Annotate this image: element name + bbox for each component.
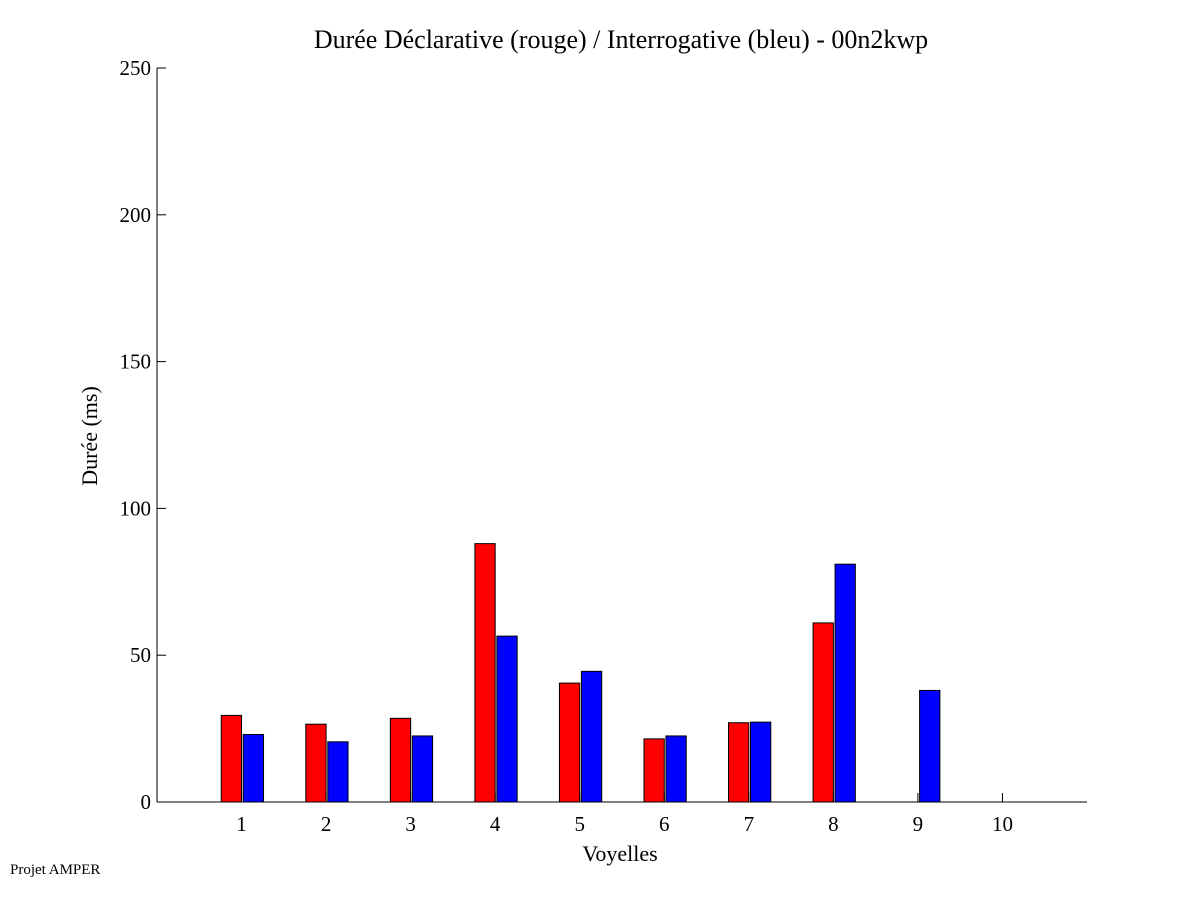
bar-series-1 <box>305 723 327 803</box>
bar-series-2 <box>750 721 772 803</box>
x-tick-label: 8 <box>828 812 839 836</box>
y-tick-label: 0 <box>141 790 152 814</box>
bar-series-1 <box>728 722 750 803</box>
bar-series-1 <box>389 717 412 803</box>
bar-series-1 <box>474 543 496 803</box>
bar-series-2 <box>327 741 349 803</box>
x-tick-label: 10 <box>992 812 1013 836</box>
bar-series-1 <box>643 738 665 803</box>
x-tick-label: 9 <box>913 812 924 836</box>
bars <box>220 543 941 803</box>
bar-series-2 <box>834 563 856 803</box>
x-tick-label: 7 <box>744 812 755 836</box>
y-tick-label: 250 <box>120 56 152 80</box>
bar-series-2 <box>580 670 603 803</box>
x-tick-label: 2 <box>321 812 332 836</box>
axes <box>156 68 1087 803</box>
y-axis-label: Durée (ms) <box>77 386 102 486</box>
x-tick-label: 5 <box>574 812 585 836</box>
bar-series-2 <box>665 735 687 803</box>
y-tick-label: 50 <box>130 643 151 667</box>
y-tick-label: 100 <box>120 496 152 520</box>
bar-series-1 <box>558 682 581 803</box>
x-tick-label: 6 <box>659 812 670 836</box>
y-tick-label: 150 <box>120 350 152 374</box>
y-axis-ticks: 0 50 100 150 200 250 <box>120 56 166 814</box>
bar-series-2 <box>919 689 941 803</box>
x-axis-ticks: 1 2 3 4 5 6 7 8 9 10 <box>236 793 1013 836</box>
footer-credit: Projet AMPER <box>10 862 101 878</box>
bar-series-2 <box>411 735 434 803</box>
bar-series-2 <box>496 635 518 803</box>
chart-title: Durée Déclarative (rouge) / Interrogativ… <box>314 25 928 54</box>
bar-series-1 <box>220 714 243 803</box>
x-axis-label: Voyelles <box>582 841 657 866</box>
bar-series-1 <box>812 622 834 803</box>
bar-series-2 <box>242 733 265 803</box>
y-tick-label: 200 <box>120 203 152 227</box>
x-tick-label: 3 <box>405 812 416 836</box>
x-tick-label: 1 <box>236 812 247 836</box>
x-tick-label: 4 <box>490 812 501 836</box>
